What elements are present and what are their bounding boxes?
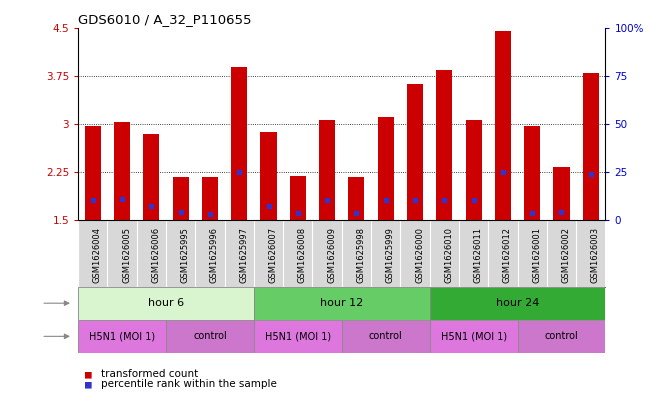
Text: hour 12: hour 12 — [320, 298, 363, 308]
Text: percentile rank within the sample: percentile rank within the sample — [101, 379, 277, 389]
Text: GSM1625995: GSM1625995 — [180, 227, 189, 283]
Text: GSM1626002: GSM1626002 — [561, 227, 570, 283]
Bar — [85, 126, 101, 220]
Bar — [342, 320, 430, 353]
Text: GDS6010 / A_32_P110655: GDS6010 / A_32_P110655 — [78, 13, 252, 26]
Text: H5N1 (MOI 1): H5N1 (MOI 1) — [441, 331, 506, 342]
Text: GSM1626010: GSM1626010 — [444, 227, 453, 283]
Text: GSM1626000: GSM1626000 — [415, 227, 424, 283]
Bar — [78, 286, 254, 320]
Text: control: control — [545, 331, 578, 342]
Bar — [290, 176, 306, 220]
Bar — [495, 31, 511, 220]
Text: GSM1625997: GSM1625997 — [240, 227, 248, 283]
Text: control: control — [193, 331, 227, 342]
Bar — [430, 286, 605, 320]
Text: H5N1 (MOI 1): H5N1 (MOI 1) — [89, 331, 155, 342]
Text: GSM1625996: GSM1625996 — [210, 227, 219, 283]
Bar — [114, 122, 130, 220]
Text: GSM1626005: GSM1626005 — [122, 227, 131, 283]
Text: hour 24: hour 24 — [496, 298, 539, 308]
Bar — [173, 176, 189, 220]
Bar — [407, 84, 423, 220]
Bar — [518, 320, 605, 353]
Text: GSM1626011: GSM1626011 — [474, 227, 482, 283]
Bar — [143, 134, 159, 220]
Text: GSM1626007: GSM1626007 — [269, 227, 277, 283]
Bar — [378, 118, 394, 220]
Bar — [78, 320, 166, 353]
Bar — [166, 320, 254, 353]
Bar — [436, 70, 452, 220]
Bar — [524, 126, 540, 220]
Text: GSM1626001: GSM1626001 — [533, 227, 541, 283]
Text: GSM1625998: GSM1625998 — [357, 227, 365, 283]
Text: GSM1626012: GSM1626012 — [503, 227, 512, 283]
Text: GSM1626003: GSM1626003 — [591, 227, 600, 283]
Bar — [553, 167, 570, 220]
Bar — [583, 73, 599, 220]
Bar — [430, 320, 518, 353]
Bar — [260, 132, 277, 220]
Bar — [202, 177, 218, 220]
Bar — [319, 120, 335, 220]
Bar — [348, 176, 365, 220]
Text: GSM1626006: GSM1626006 — [151, 227, 160, 283]
Text: GSM1625999: GSM1625999 — [385, 227, 395, 283]
Text: ■: ■ — [85, 369, 91, 379]
Text: H5N1 (MOI 1): H5N1 (MOI 1) — [265, 331, 331, 342]
Bar — [254, 320, 342, 353]
Text: ■: ■ — [85, 379, 91, 389]
Bar — [465, 120, 482, 220]
Text: GSM1626009: GSM1626009 — [327, 227, 336, 283]
Text: GSM1626008: GSM1626008 — [298, 227, 307, 283]
Bar — [254, 286, 430, 320]
Bar — [231, 67, 247, 220]
Text: GSM1626004: GSM1626004 — [92, 227, 102, 283]
Text: hour 6: hour 6 — [148, 298, 184, 308]
Text: transformed count: transformed count — [101, 369, 198, 379]
Text: control: control — [369, 331, 402, 342]
